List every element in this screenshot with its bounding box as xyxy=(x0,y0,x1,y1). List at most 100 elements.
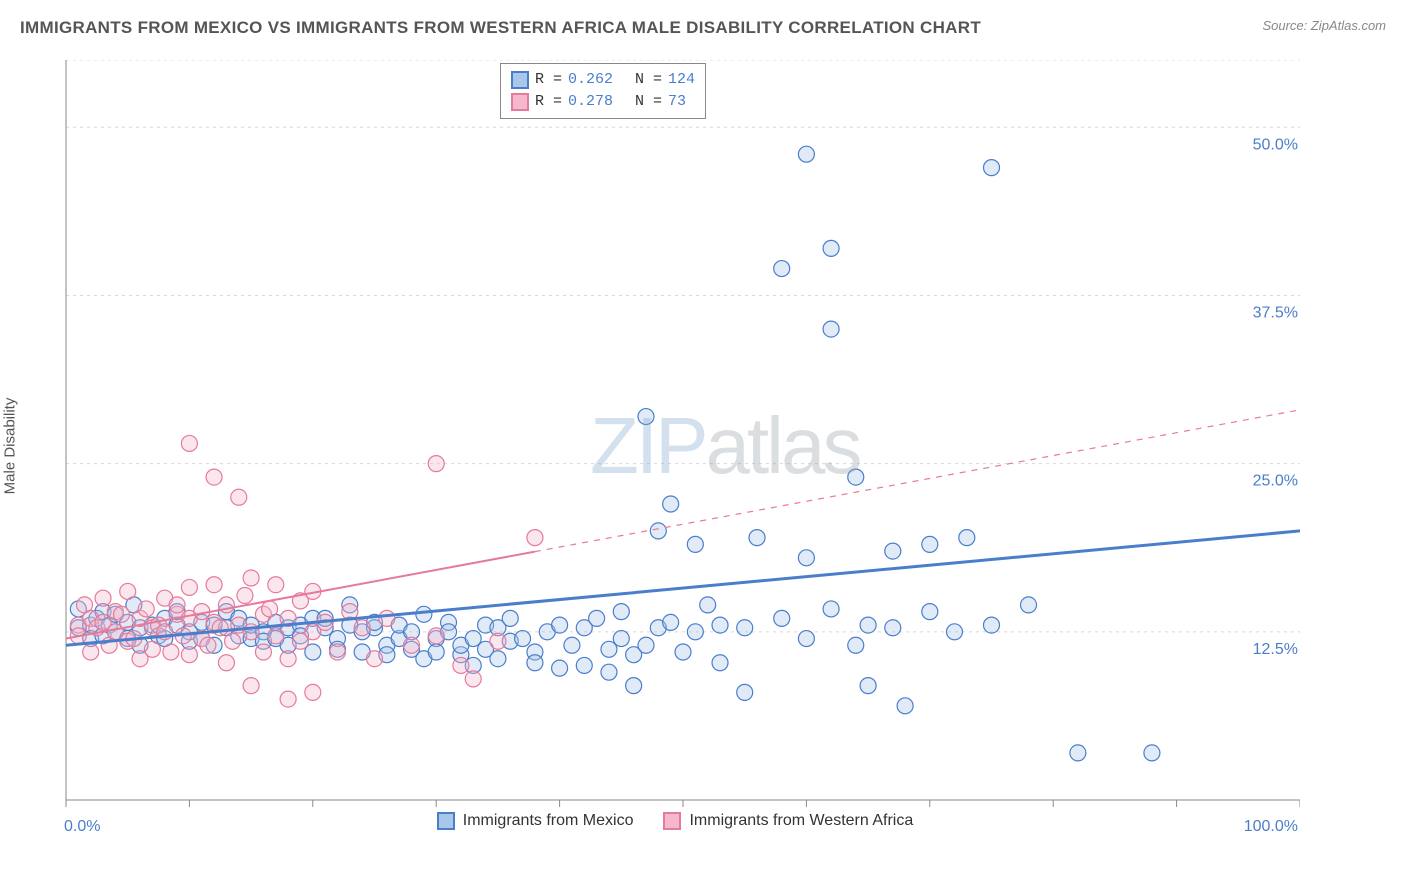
y-grid-label: 12.5% xyxy=(1253,641,1298,658)
data-point-wafrica xyxy=(268,577,284,593)
data-point-mexico xyxy=(564,637,580,653)
data-point-wafrica xyxy=(255,644,271,660)
data-point-mexico xyxy=(1021,597,1037,613)
data-point-mexico xyxy=(737,620,753,636)
data-point-wafrica xyxy=(83,644,99,660)
data-point-wafrica xyxy=(354,620,370,636)
data-point-mexico xyxy=(737,684,753,700)
stats-r-label: R = xyxy=(535,91,562,113)
legend-label: Immigrants from Mexico xyxy=(463,812,634,830)
data-point-mexico xyxy=(576,657,592,673)
data-point-mexico xyxy=(613,604,629,620)
y-axis-label: Male Disability xyxy=(2,398,19,495)
correlation-stats-legend: R =0.262N =124R = 0.278 N = 73 xyxy=(500,63,706,119)
data-point-mexico xyxy=(798,146,814,162)
data-point-wafrica xyxy=(243,678,259,694)
data-point-mexico xyxy=(589,610,605,626)
data-point-mexico xyxy=(823,601,839,617)
data-point-mexico xyxy=(527,655,543,671)
chart-header: IMMIGRANTS FROM MEXICO VS IMMIGRANTS FRO… xyxy=(20,18,1386,38)
data-point-wafrica xyxy=(268,628,284,644)
data-point-wafrica xyxy=(200,637,216,653)
data-point-mexico xyxy=(663,614,679,630)
data-point-mexico xyxy=(663,496,679,512)
stats-row: R =0.262N =124 xyxy=(511,69,695,91)
y-grid-label: 25.0% xyxy=(1253,473,1298,490)
data-point-wafrica xyxy=(367,651,383,667)
data-point-wafrica xyxy=(181,435,197,451)
data-point-wafrica xyxy=(280,691,296,707)
y-grid-label: 37.5% xyxy=(1253,304,1298,321)
stats-n-value: 73 xyxy=(668,91,686,113)
data-point-mexico xyxy=(897,698,913,714)
stats-n-label: N = xyxy=(635,91,662,113)
chart-source: Source: ZipAtlas.com xyxy=(1262,18,1386,33)
data-point-mexico xyxy=(700,597,716,613)
data-point-mexico xyxy=(626,678,642,694)
data-point-mexico xyxy=(823,321,839,337)
data-point-mexico xyxy=(885,620,901,636)
data-point-wafrica xyxy=(212,620,228,636)
data-point-wafrica xyxy=(225,633,241,649)
data-point-mexico xyxy=(638,637,654,653)
data-point-wafrica xyxy=(329,644,345,660)
data-point-mexico xyxy=(687,536,703,552)
data-point-wafrica xyxy=(218,655,234,671)
data-point-mexico xyxy=(774,610,790,626)
data-point-mexico xyxy=(552,660,568,676)
data-point-mexico xyxy=(515,631,531,647)
data-point-mexico xyxy=(885,543,901,559)
data-point-wafrica xyxy=(181,647,197,663)
data-point-mexico xyxy=(984,617,1000,633)
data-point-mexico xyxy=(798,550,814,566)
data-point-mexico xyxy=(848,637,864,653)
data-point-wafrica xyxy=(231,489,247,505)
data-point-mexico xyxy=(502,610,518,626)
legend-label: Immigrants from Western Africa xyxy=(689,812,913,830)
stats-r-label: R = xyxy=(535,69,562,91)
data-point-wafrica xyxy=(237,587,253,603)
scatter-chart: 12.5% 25.0% 37.5% 50.0% xyxy=(50,60,1300,820)
data-point-mexico xyxy=(984,160,1000,176)
data-point-wafrica xyxy=(163,644,179,660)
data-point-mexico xyxy=(798,631,814,647)
data-point-wafrica xyxy=(490,633,506,649)
data-point-wafrica xyxy=(120,583,136,599)
data-point-mexico xyxy=(601,664,617,680)
data-point-mexico xyxy=(712,655,728,671)
data-point-wafrica xyxy=(404,637,420,653)
data-point-mexico xyxy=(959,530,975,546)
data-point-mexico xyxy=(490,651,506,667)
data-point-mexico xyxy=(860,678,876,694)
data-point-mexico xyxy=(650,523,666,539)
data-point-wafrica xyxy=(379,610,395,626)
stats-r-value: 0.278 xyxy=(568,91,613,113)
data-point-wafrica xyxy=(206,577,222,593)
data-point-wafrica xyxy=(206,469,222,485)
data-point-mexico xyxy=(552,617,568,633)
data-point-wafrica xyxy=(280,651,296,667)
stats-row: R = 0.278 N = 73 xyxy=(511,91,695,113)
data-point-wafrica xyxy=(428,456,444,472)
data-point-wafrica xyxy=(527,530,543,546)
data-point-mexico xyxy=(749,530,765,546)
data-point-mexico xyxy=(428,644,444,660)
data-point-wafrica xyxy=(453,657,469,673)
data-point-mexico xyxy=(712,617,728,633)
data-point-wafrica xyxy=(305,684,321,700)
stats-n-value: 124 xyxy=(668,69,695,91)
chart-plot-area: ZIPatlas 12.5%25.0%37.5%50.0% R =0.262N … xyxy=(50,60,1300,820)
data-point-wafrica xyxy=(169,597,185,613)
data-point-wafrica xyxy=(114,606,130,622)
legend-swatch xyxy=(511,93,529,111)
legend-swatch xyxy=(437,812,455,830)
chart-title: IMMIGRANTS FROM MEXICO VS IMMIGRANTS FRO… xyxy=(20,18,981,38)
legend-swatch xyxy=(511,71,529,89)
y-grid-label: 50.0% xyxy=(1253,136,1298,153)
trend-line-mexico xyxy=(66,531,1300,645)
data-point-wafrica xyxy=(181,579,197,595)
data-point-wafrica xyxy=(138,601,154,617)
data-point-mexico xyxy=(613,631,629,647)
legend-swatch xyxy=(663,812,681,830)
data-point-mexico xyxy=(922,604,938,620)
